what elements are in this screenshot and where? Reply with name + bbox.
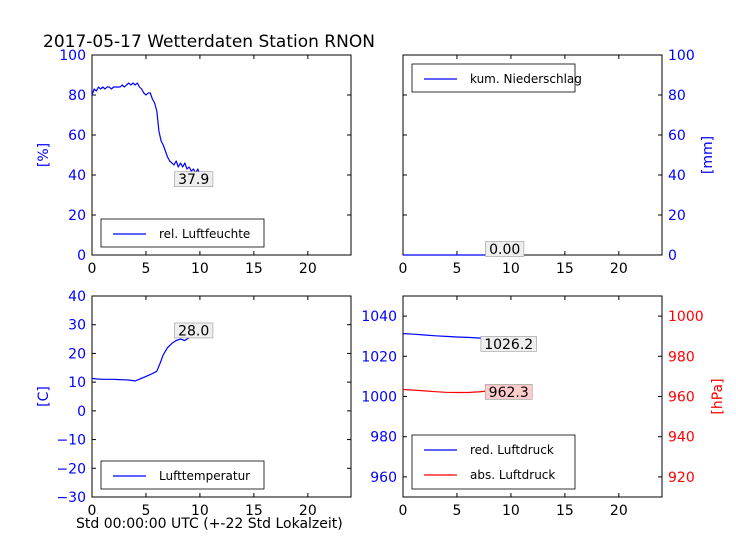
legend-box [411,63,576,93]
y-tick-label: 1000 [361,390,397,406]
y-tick-label-right: 980 [668,349,695,365]
x-tick-label: 15 [245,261,263,277]
y-tick-label: 60 [68,128,86,144]
plot-frame [91,54,352,256]
legend-label: rel. Luftfeuchte [159,227,250,241]
y-tick-label: 40 [668,168,686,184]
y-axis-label: [C] [36,386,52,407]
legend-label: abs. Luftdruck [470,468,555,482]
y-tick-label: 80 [68,88,86,104]
humidity-panel: 0 5 10 15 20 0 20 40 60 80 100 [%] 37.9 rel. Luftfeuc… [36,48,352,277]
value-annotation: 1026.2 [484,337,533,353]
series-line [91,82,212,182]
value-annotation-box [484,384,533,400]
y-tick-label: −30 [56,490,86,506]
x-tick-label: 10 [191,261,209,277]
x-tick-label: 15 [245,503,263,519]
value-annotation-box [485,241,525,257]
y-tick-label: 0 [668,248,677,264]
legend-box [100,218,265,248]
x-tick-label: 20 [610,261,628,277]
x-tick-label: 10 [502,503,520,519]
x-axis-label: Std 00:00:00 UTC (+-22 Std Lokalzeit) [76,516,343,532]
y-tick-label: 1040 [361,309,397,325]
plot-frame [91,295,352,498]
temperature-panel: 0 5 10 15 20 −30 −20 −10 0 10 20 30 40 [C] 28.0 Lufttem… [36,289,352,519]
y-tick-label: 960 [370,470,397,486]
y-tick-label: 40 [68,168,86,184]
y-axis-label-right: [hPa] [710,378,726,414]
x-tick-label: 0 [88,261,97,277]
x-tick-label: 10 [502,261,520,277]
plot-frame [402,54,663,256]
legend-label: kum. Niederschlag [470,72,582,86]
x-tick-label: 0 [399,261,408,277]
x-tick-label: 5 [452,503,461,519]
legend-label: Lufttemperatur [159,469,250,483]
y-tick-label: 1020 [361,349,397,365]
y-axis-label: [%] [36,143,52,167]
value-annotation-box [174,171,214,187]
x-tick-label: 0 [399,503,408,519]
x-tick-label: 20 [299,261,317,277]
y-tick-label: 30 [68,318,86,334]
value-annotation: 0.00 [489,242,520,258]
y-tick-label: 0 [77,404,86,420]
y-tick-label: 100 [668,48,695,64]
value-annotation-box [480,336,537,352]
y-tick-label: 0 [77,248,86,264]
y-tick-label: 60 [668,128,686,144]
y-tick-label: 10 [68,375,86,391]
value-annotation: 28.0 [178,323,209,339]
y-tick-label: 40 [68,289,86,305]
value-annotation: 962.3 [489,385,529,401]
x-tick-label: 15 [556,261,574,277]
x-tick-label: 20 [610,503,628,519]
y-tick-label: 20 [668,208,686,224]
x-tick-label: 5 [141,503,150,519]
x-tick-label: 15 [556,503,574,519]
y-tick-label-right: 1000 [668,309,704,325]
x-tick-label: 5 [141,261,150,277]
pressure-panel: 0 5 10 15 20 960 980 1000 1020 1040 920 940 960 980 10… [361,295,726,519]
legend-box [100,460,265,490]
chart-title: 2017-05-17 Wetterdaten Station RNON [43,32,375,52]
x-tick-label: 5 [452,261,461,277]
y-tick-label-right: 960 [668,390,695,406]
y-tick-label-right: 940 [668,430,695,446]
y-tick-label: −20 [56,461,86,477]
y-tick-label: 80 [668,88,686,104]
x-tick-label: 10 [191,503,209,519]
y-tick-label: 100 [59,48,86,64]
x-tick-label: 0 [88,503,97,519]
y-tick-label: −10 [56,433,86,449]
legend-box [411,434,576,490]
y-axis-label: [mm] [700,136,716,174]
y-tick-label: 980 [370,430,397,446]
y-tick-label: 20 [68,346,86,362]
x-tick-label: 20 [299,503,317,519]
y-tick-label: 20 [68,208,86,224]
value-annotation: 37.9 [178,172,209,188]
legend-label: red. Luftdruck [470,443,554,457]
value-annotation-box [174,322,214,339]
y-tick-label-right: 920 [668,470,695,486]
precipitation-panel: 0 5 10 15 20 0 20 40 60 80 100 [mm] 0.00 kum. Nieders… [399,48,716,277]
